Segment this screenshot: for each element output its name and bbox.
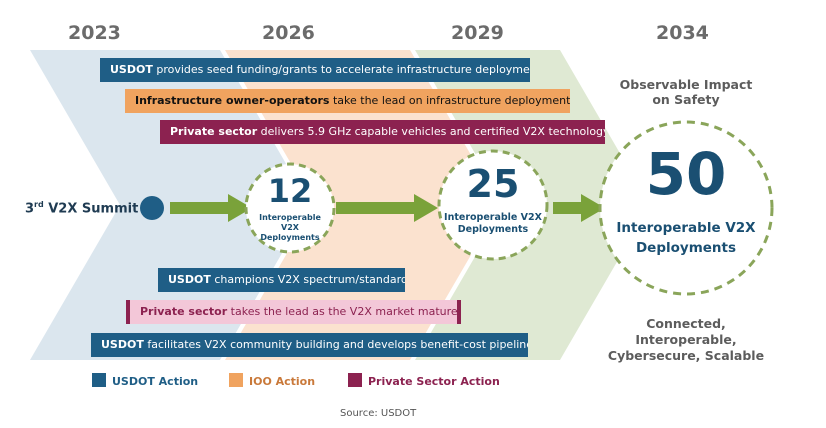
action-actor: Infrastructure owner-operators bbox=[135, 94, 330, 107]
legend-label: Private Sector Action bbox=[368, 375, 500, 388]
action-bar-private-market: Private sector takes the lead as the V2X… bbox=[126, 300, 461, 324]
milestone-number: 50 bbox=[645, 140, 727, 208]
action-actor: Private sector bbox=[140, 305, 228, 318]
action-bar-usdot-spectrum: USDOT champions V2X spectrum/standards bbox=[158, 268, 405, 292]
milestone-label: Interoperable V2X Deployments bbox=[444, 212, 542, 235]
legend-label: USDOT Action bbox=[112, 375, 199, 388]
action-text: delivers 5.9 GHz capable vehicles and ce… bbox=[257, 125, 605, 138]
action-bar-usdot-funding: USDOT provides seed funding/grants to ac… bbox=[100, 58, 530, 82]
summit-label: 3rd V2X Summit bbox=[25, 200, 139, 217]
action-text: facilitates V2X community building and d… bbox=[143, 338, 528, 351]
action-actor: Private sector bbox=[170, 125, 258, 138]
action-text: take the lead on infrastructure deployme… bbox=[329, 94, 570, 107]
legend-label: IOO Action bbox=[249, 375, 316, 388]
milestone-ring-2026 bbox=[244, 162, 336, 254]
year-label: 2034 bbox=[656, 22, 709, 44]
legend-swatch-private bbox=[348, 373, 362, 387]
milestone-label: Interoperable V2X Deployments bbox=[616, 220, 756, 256]
impact-heading: Observable Impact on Safety bbox=[619, 77, 753, 107]
legend-swatch-ioo bbox=[229, 373, 243, 387]
action-actor: USDOT bbox=[101, 338, 144, 351]
milestone-number: 12 bbox=[267, 172, 313, 210]
source-note: Source: USDOT bbox=[340, 408, 417, 419]
action-actor: USDOT bbox=[168, 273, 211, 286]
year-label: 2023 bbox=[68, 22, 121, 44]
action-actor: USDOT bbox=[110, 63, 153, 76]
legend-swatch-usdot bbox=[92, 373, 106, 387]
milestone-label: Interoperable V2X Deployments bbox=[259, 213, 321, 242]
milestone-ring-2034 bbox=[598, 120, 774, 296]
action-text: provides seed funding/grants to accelera… bbox=[152, 63, 530, 76]
action-bar-private-vehicles: Private sector delivers 5.9 GHz capable … bbox=[160, 120, 605, 144]
milestone-number: 25 bbox=[466, 162, 520, 206]
action-bar-ioo-infrastructure: Infrastructure owner-operators take the … bbox=[125, 89, 570, 113]
flow-arrow-icon bbox=[170, 194, 252, 222]
year-label: 2026 bbox=[262, 22, 315, 44]
flow-arrow-icon bbox=[336, 194, 438, 222]
action-text: takes the lead as the V2X market matures bbox=[227, 305, 461, 318]
milestone-ring-2029 bbox=[437, 149, 549, 261]
summit-dot bbox=[140, 196, 164, 220]
action-text: champions V2X spectrum/standards bbox=[210, 273, 405, 286]
outcome-text: Connected, Interoperable, Cybersecure, Sc… bbox=[607, 316, 765, 363]
flow-arrow-icon bbox=[553, 194, 605, 222]
action-bar-usdot-community: USDOT facilitates V2X community building… bbox=[91, 333, 528, 357]
year-label: 2029 bbox=[451, 22, 504, 44]
